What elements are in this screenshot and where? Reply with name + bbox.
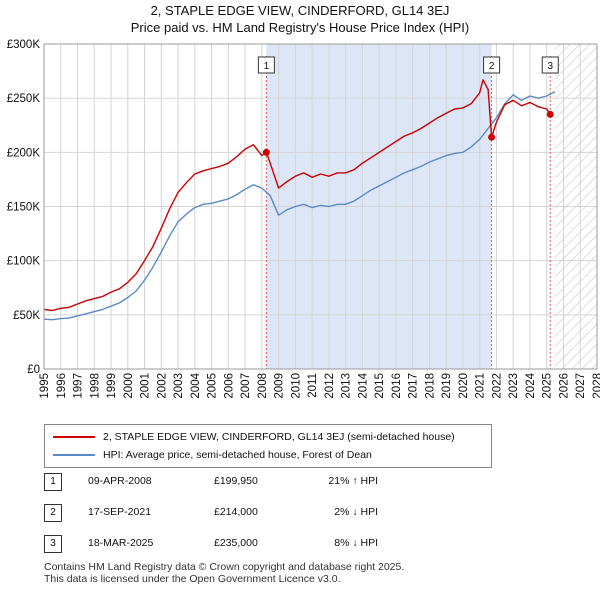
x-tick-label: 2017 bbox=[408, 373, 420, 399]
legend-label-hpi: HPI: Average price, semi-detached house,… bbox=[103, 449, 372, 461]
x-tick-label: 2007 bbox=[240, 373, 252, 399]
x-tick-label: 2020 bbox=[458, 373, 470, 399]
x-tick-label: 2021 bbox=[475, 373, 487, 399]
x-tick-label: 2004 bbox=[190, 372, 202, 398]
sale-number-label: 2 bbox=[489, 61, 495, 72]
footer-copyright: Contains HM Land Registry data © Crown c… bbox=[44, 561, 405, 573]
x-tick-label: 2022 bbox=[491, 373, 503, 399]
sale-number-box bbox=[541, 56, 559, 74]
price-chart: 1 2 3 £0 £50K £100K £150K £200K £250K £300K 1995 19… bbox=[7, 39, 600, 399]
y-tick-label: £250K bbox=[7, 93, 41, 105]
chart-subtitle: Price paid vs. HM Land Registry's House … bbox=[130, 20, 470, 35]
sale-number-box bbox=[257, 56, 275, 74]
y-tick-label: £200K bbox=[7, 147, 41, 159]
y-tick-label: £150K bbox=[7, 202, 41, 214]
legend-item-hpi: HPI: Average price, semi-detached house,… bbox=[53, 447, 372, 463]
table-row: 2 17-SEP-2021 £214,000 2% ↓ HPI bbox=[44, 504, 444, 524]
plot-frame bbox=[43, 43, 598, 370]
transaction-price: £235,000 bbox=[214, 537, 258, 549]
x-tick-label: 2023 bbox=[508, 373, 520, 399]
transaction-number: 2 bbox=[44, 504, 62, 522]
x-tick-label: 2008 bbox=[257, 373, 269, 399]
x-tick-label: 2009 bbox=[274, 373, 286, 399]
x-tick-label: 2019 bbox=[441, 373, 453, 399]
x-tick-label: 2014 bbox=[357, 372, 369, 398]
sale-number-label: 3 bbox=[547, 61, 553, 72]
transaction-hpi: 21% ↑ HPI bbox=[328, 475, 378, 487]
x-tick-label: 2003 bbox=[173, 373, 185, 399]
x-tick-label: 1997 bbox=[73, 373, 85, 399]
transaction-date: 17-SEP-2021 bbox=[88, 506, 152, 518]
hpi-line bbox=[43, 91, 556, 321]
x-tick-label: 1999 bbox=[106, 373, 118, 399]
transaction-price: £214,000 bbox=[214, 506, 258, 518]
legend-item-property: 2, STAPLE EDGE VIEW, CINDERFORD, GL14 3E… bbox=[53, 429, 455, 445]
x-tick-label: 2016 bbox=[391, 373, 403, 399]
transaction-date: 18-MAR-2025 bbox=[88, 537, 154, 549]
sale-point bbox=[488, 133, 496, 141]
sale-point bbox=[262, 148, 270, 156]
x-tick-label: 2028 bbox=[592, 373, 600, 399]
legend-label-property: 2, STAPLE EDGE VIEW, CINDERFORD, GL14 3E… bbox=[103, 431, 455, 443]
transaction-date: 09-APR-2008 bbox=[88, 475, 152, 487]
x-tick-label: 2018 bbox=[424, 373, 436, 399]
sale-number-box bbox=[483, 56, 501, 74]
x-tick-label: 2025 bbox=[542, 373, 554, 399]
transaction-number: 3 bbox=[44, 535, 62, 553]
x-tick-label: 2000 bbox=[123, 373, 135, 399]
x-tick-label: 2013 bbox=[341, 373, 353, 399]
legend-swatch-hpi bbox=[53, 454, 95, 456]
sale-number-label: 1 bbox=[264, 61, 270, 72]
x-tick-label: 1996 bbox=[56, 373, 68, 399]
legend: 2, STAPLE EDGE VIEW, CINDERFORD, GL14 3E… bbox=[44, 424, 492, 468]
property-price-line bbox=[43, 79, 551, 312]
x-tick-label: 1998 bbox=[89, 373, 101, 399]
y-tick-label: £0 bbox=[27, 364, 40, 376]
y-tick-label: £300K bbox=[7, 39, 41, 51]
x-tick-label: 2001 bbox=[140, 373, 152, 399]
x-tick-label: 1995 bbox=[39, 373, 51, 399]
sale-point bbox=[546, 110, 554, 118]
x-tick-label: 2005 bbox=[207, 373, 219, 399]
footer-licence: This data is licensed under the Open Gov… bbox=[44, 573, 341, 585]
transaction-price: £199,950 bbox=[214, 475, 258, 487]
x-tick-label: 2006 bbox=[223, 373, 235, 399]
x-tick-label: 2011 bbox=[307, 373, 319, 398]
transaction-number: 1 bbox=[44, 473, 62, 491]
x-tick-label: 2015 bbox=[374, 373, 386, 399]
transaction-hpi: 2% ↓ HPI bbox=[334, 506, 378, 518]
y-tick-label: £100K bbox=[7, 256, 41, 268]
x-tick-label: 2024 bbox=[525, 372, 537, 398]
x-tick-label: 2002 bbox=[156, 373, 168, 399]
chart-title: 2, STAPLE EDGE VIEW, CINDERFORD, GL14 3E… bbox=[150, 3, 450, 18]
x-tick-label: 2026 bbox=[558, 373, 570, 399]
table-row: 3 18-MAR-2025 £235,000 8% ↓ HPI bbox=[44, 535, 444, 555]
transaction-hpi: 8% ↓ HPI bbox=[334, 537, 378, 549]
legend-swatch-property bbox=[53, 436, 95, 438]
x-tick-label: 2027 bbox=[575, 373, 587, 399]
table-row: 1 09-APR-2008 £199,950 21% ↑ HPI bbox=[44, 473, 444, 493]
x-tick-label: 2012 bbox=[324, 373, 336, 399]
x-tick-label: 2010 bbox=[290, 373, 302, 399]
y-tick-label: £50K bbox=[13, 310, 40, 322]
